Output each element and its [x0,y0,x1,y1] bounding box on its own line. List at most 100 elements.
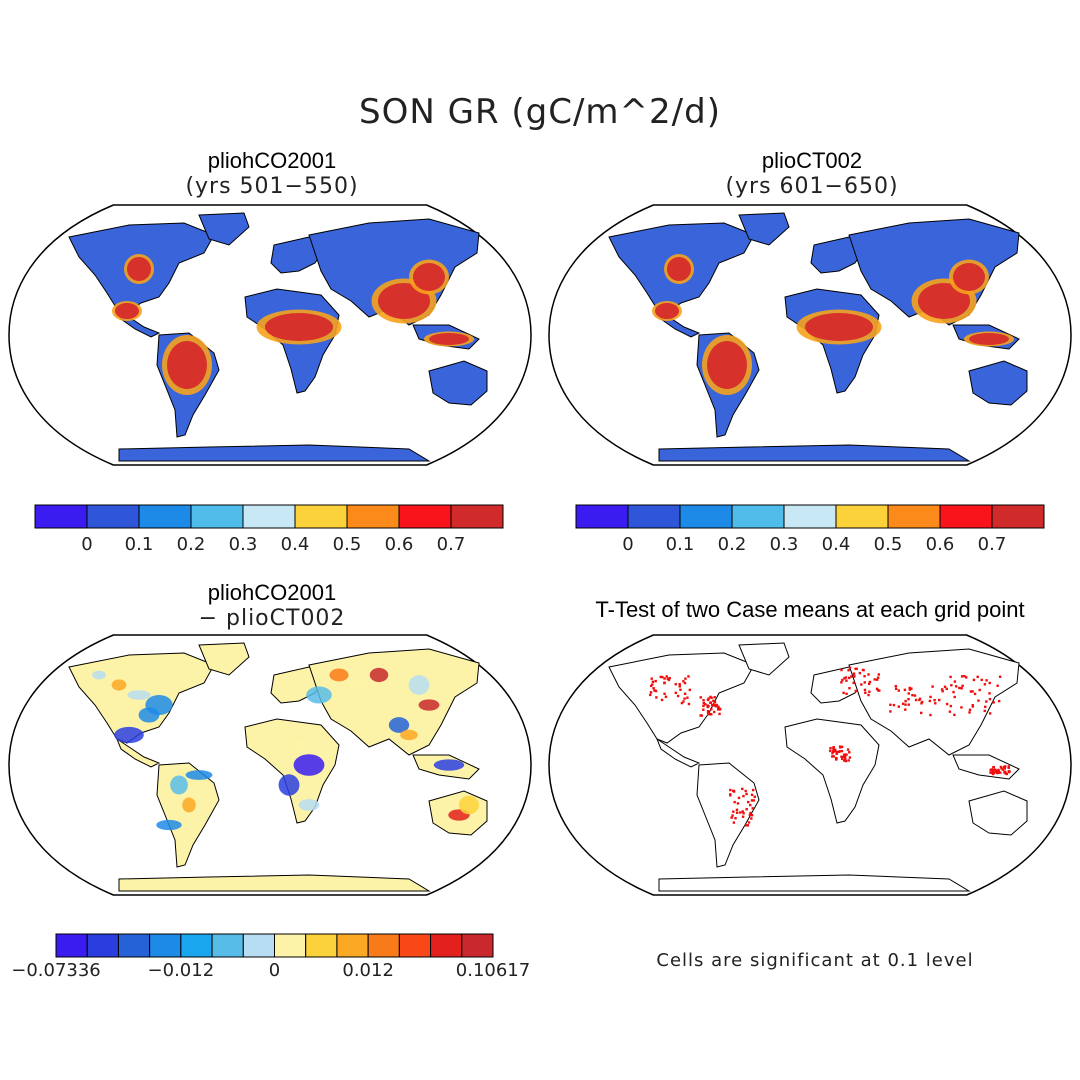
signif-cell-124 [894,685,897,688]
signif-cell-169 [976,675,979,679]
signif-cell-47 [718,712,721,716]
colorbar3-swatch-1 [86,933,119,958]
hot-region-3 [953,263,985,291]
signif-cell-248 [745,808,748,811]
colorbar1-tick-label-0: 0 [81,534,93,555]
signif-cell-8 [663,692,666,695]
signif-cell-164 [952,690,955,694]
signif-cell-178 [988,681,991,685]
signif-cell-194 [958,686,961,690]
signif-cell-251 [750,814,754,817]
panel3-title: pliohCO2001 [207,580,337,605]
signif-cell-26 [660,698,664,702]
signif-cell-184 [960,675,964,678]
colorbar2-swatch-2 [679,504,733,529]
signif-cell-35 [674,683,677,686]
signif-cell-147 [897,689,901,692]
signif-cell-137 [911,693,914,697]
signif-cell-87 [858,671,862,675]
signif-cell-246 [748,813,752,816]
signif-cell-247 [750,799,754,802]
signif-cell-144 [920,700,924,704]
signif-cell-264 [731,814,734,817]
colorbar1-tick-label-3: 0.3 [228,534,258,555]
signif-cell-58 [713,696,716,699]
continent-greenland [738,642,790,676]
significance-note: Cells are significant at 0.1 level [656,950,974,971]
signif-cell-30 [653,689,656,692]
signif-cell-225 [844,759,848,763]
colorbar2-tick-label-1: 0.1 [665,534,695,555]
signif-cell-28 [649,693,652,697]
signif-cell-79 [710,713,713,716]
signif-cell-229 [834,748,837,752]
continent-seAsia [952,754,1020,780]
signif-cell-108 [844,676,848,679]
signif-cell-59 [706,704,709,707]
continent-greenland [198,642,250,676]
continent-antarctica [658,444,971,462]
signif-cell-250 [747,800,750,804]
diff-cell-10 [400,729,418,741]
signif-cell-176 [983,709,986,713]
colorbar1-tick-label-5: 0.5 [332,534,362,555]
signif-cell-75 [704,703,707,706]
signif-cell-64 [699,714,702,717]
signif-cell-228 [831,750,835,753]
colorbar1-swatch-4 [242,504,296,529]
signif-cell-136 [892,703,896,707]
signif-cell-21 [682,700,685,703]
signif-cell-111 [873,678,876,681]
signif-cell-155 [904,708,907,711]
signif-cell-279 [750,793,754,797]
signif-cell-152 [919,711,923,715]
signif-cell-154 [933,698,936,702]
signif-cell-3 [649,684,653,688]
signif-cell-106 [860,683,863,686]
colorbar2-swatch-0 [575,504,629,529]
signif-cell-209 [846,748,850,751]
signif-cell-319 [989,768,992,772]
map-panel3 [8,634,532,896]
signif-cell-173 [988,712,992,715]
signif-cell-100 [867,693,870,697]
signif-cell-86 [848,686,851,690]
colorbar2-swatch-8 [991,504,1045,529]
signif-cell-188 [985,700,988,703]
colorbar2-tick-label-4: 0.4 [821,534,851,555]
diff-cell-8 [278,774,300,796]
signif-cell-114 [848,666,852,669]
signif-cell-146 [910,687,913,690]
signif-cell-205 [829,746,832,750]
signif-cell-305 [992,771,996,775]
signif-cell-273 [732,789,735,793]
signif-cell-68 [713,701,717,704]
signif-cell-269 [736,802,740,805]
signif-cell-197 [977,699,980,702]
signif-cell-222 [844,757,847,760]
signif-cell-312 [992,768,995,772]
diff-cell-7 [293,754,325,776]
signif-cell-120 [907,692,910,695]
colorbar2-swatch-3 [731,504,785,529]
signif-cell-163 [971,705,975,708]
signif-cell-129 [929,713,932,717]
colorbar3-swatch-4 [180,933,213,958]
signif-cell-220 [845,753,848,756]
colorbar3-swatch-11 [398,933,432,958]
signif-cell-244 [732,810,735,813]
signif-cell-14 [659,675,662,679]
signif-cell-52 [715,703,718,707]
diff-cell-5 [156,819,182,831]
signif-cell-297 [1000,767,1003,770]
panel2-title: plioCT002 [761,148,863,173]
diff-cell-0 [127,690,151,700]
signif-cell-231 [832,749,835,752]
signif-cell-122 [901,702,905,705]
signif-cell-89 [876,676,880,679]
signif-cell-72 [707,712,710,716]
colorbar3-swatch-12 [430,933,463,958]
signif-cell-181 [980,678,983,682]
signif-cell-157 [914,698,918,702]
signif-cell-105 [868,680,872,684]
